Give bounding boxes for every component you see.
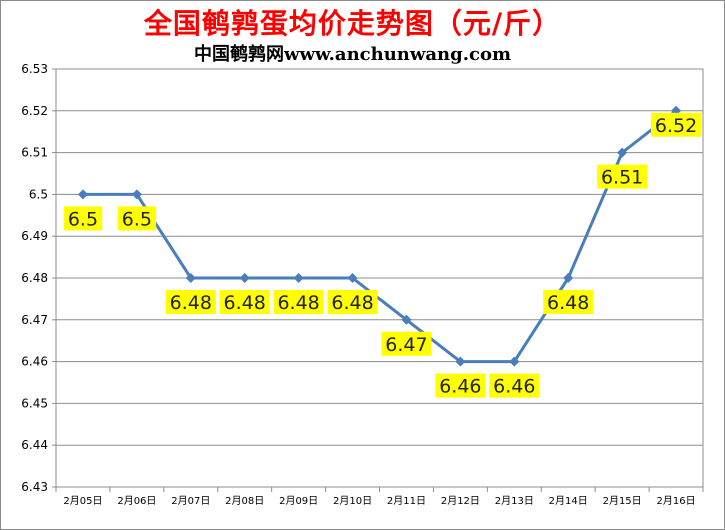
y-tick-label: 6.5	[29, 187, 48, 201]
data-label-background	[543, 290, 594, 314]
y-tick-label: 6.44	[21, 438, 48, 452]
series-line	[82, 109, 677, 364]
data-point-marker	[347, 273, 358, 283]
data-label-text: 6.48	[224, 292, 266, 314]
y-tick-label: 6.45	[21, 396, 48, 410]
y-tick-label: 6.48	[21, 271, 48, 285]
data-label-background	[597, 164, 648, 189]
data-point-marker	[401, 314, 412, 325]
data-label: 6.47	[381, 331, 432, 356]
data-label: 6.46	[489, 373, 540, 398]
data-label-background	[327, 290, 378, 314]
y-axis-ticks: 6.53 6.52 6.51 6.5 6.49 6.48 6.47 6.46 6.45 6.44 6…	[21, 62, 48, 494]
data-point-marker	[239, 273, 250, 283]
data-label-background	[381, 331, 432, 356]
x-tick-label: 2月07日	[171, 495, 210, 507]
data-label-text: 6.48	[547, 292, 589, 314]
data-label-background	[219, 290, 270, 314]
data-point-marker	[185, 273, 196, 283]
data-labels: 6.5 6.5 6.48 6.48 6.48 6.48 6.47 6.46 6.46 6.48 6.…	[63, 112, 702, 398]
gridlines	[56, 110, 703, 446]
x-tick-label: 2月06日	[117, 495, 156, 507]
x-tick-label: 2月09日	[279, 495, 318, 507]
x-tick-label: 2月16日	[656, 495, 695, 507]
data-label-text: 6.47	[385, 334, 427, 356]
data-label: 6.48	[219, 290, 270, 314]
data-label-background	[165, 290, 216, 314]
data-label-text: 6.48	[170, 292, 212, 314]
x-axis-ticks: 2月05日 2月06日 2月07日 2月08日 2月09日 2月10日 2月11日 2月12日…	[63, 495, 695, 507]
data-label-background	[63, 206, 103, 231]
data-label-background	[489, 373, 540, 398]
data-label-background	[117, 206, 157, 231]
y-tick-label: 6.49	[21, 229, 48, 243]
y-tick-label: 6.43	[21, 480, 48, 494]
x-tick-label: 2月08日	[225, 495, 264, 507]
x-tick-label: 2月05日	[63, 495, 102, 507]
y-tick-label: 6.46	[21, 355, 48, 369]
data-point-marker	[293, 273, 304, 283]
data-point-marker	[563, 273, 574, 283]
data-label: 6.51	[597, 164, 648, 189]
y-tick-label: 6.53	[21, 62, 48, 76]
x-tick-label: 2月15日	[603, 495, 642, 507]
data-label-text: 6.46	[493, 376, 535, 398]
series-layer	[77, 105, 682, 367]
y-tick-label: 6.47	[21, 313, 48, 327]
y-tick-label: 6.51	[21, 146, 48, 160]
data-label: 6.48	[165, 290, 216, 314]
x-tick-label: 2月10日	[333, 495, 372, 507]
data-point-marker	[617, 147, 628, 158]
data-label-text: 6.46	[439, 376, 481, 398]
y-tick-label: 6.52	[21, 104, 48, 118]
data-label: 6.48	[327, 290, 378, 314]
data-label-background	[651, 112, 702, 137]
data-label-text: 6.5	[122, 208, 152, 230]
axes	[52, 68, 704, 492]
data-label-text: 6.48	[277, 292, 319, 314]
data-label: 6.46	[435, 373, 486, 398]
data-point-marker	[77, 189, 88, 200]
data-point-marker	[455, 356, 466, 367]
data-label-text: 6.51	[601, 167, 643, 189]
data-point-marker	[131, 189, 142, 200]
x-tick-label: 2月11日	[387, 495, 426, 507]
data-label: 6.48	[273, 290, 324, 314]
x-tick-label: 2月14日	[549, 495, 588, 507]
data-label-text: 6.48	[331, 292, 373, 314]
data-point-marker	[509, 356, 520, 367]
data-label: 6.5	[63, 206, 103, 231]
data-label: 6.5	[117, 206, 157, 231]
data-label-text: 6.52	[655, 115, 697, 137]
chart-subtitle: 中国鹌鹑网www.anchunwang.com	[193, 44, 512, 65]
data-label-background	[435, 373, 486, 398]
data-label-background	[273, 290, 324, 314]
x-tick-label: 2月12日	[441, 495, 480, 507]
chart-title: 全国鹌鹑蛋均价走势图（元/斤）	[143, 7, 562, 40]
data-label: 6.48	[543, 290, 594, 314]
data-label: 6.52	[651, 112, 702, 137]
x-tick-label: 2月13日	[495, 495, 534, 507]
data-label-text: 6.5	[68, 208, 98, 230]
